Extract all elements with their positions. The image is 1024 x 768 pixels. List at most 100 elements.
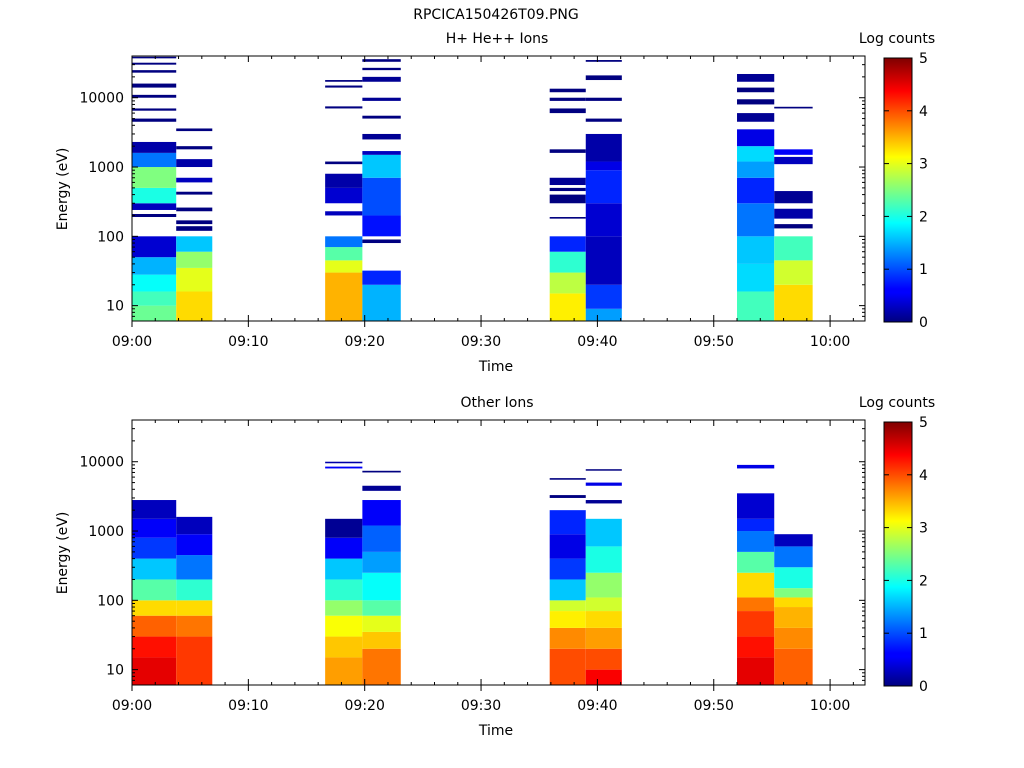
colorbar-ticks: 0 1 2 3 4 5 bbox=[884, 51, 928, 331]
heatmap-cell bbox=[774, 597, 813, 608]
heatmap-cell bbox=[325, 579, 363, 601]
heatmap-cell bbox=[737, 129, 775, 147]
colorbar-tick-label: 3 bbox=[919, 521, 928, 537]
heatmap-cell bbox=[585, 60, 622, 62]
colorbar-tick-label: 4 bbox=[919, 468, 928, 484]
heatmap-cell bbox=[585, 669, 622, 685]
heatmap-cell bbox=[585, 97, 622, 101]
heatmap-cell bbox=[549, 293, 586, 321]
heatmap-cell bbox=[132, 118, 177, 122]
plot-frame bbox=[131, 419, 866, 686]
heatmap-area bbox=[132, 56, 813, 321]
panel-title: H+ He++ Ions bbox=[446, 31, 549, 47]
y-axis: 10 100 1000 10000 bbox=[79, 55, 865, 322]
heatmap-cell bbox=[176, 516, 213, 535]
heatmap-cell bbox=[737, 263, 775, 292]
x-tick-label: 09:30 bbox=[461, 698, 501, 714]
heatmap-cell bbox=[549, 627, 586, 649]
heatmap-cell bbox=[549, 495, 586, 498]
y-axis: 10 100 1000 10000 bbox=[79, 419, 865, 686]
heatmap-cell bbox=[325, 558, 363, 580]
colorbar-tick-label: 0 bbox=[919, 679, 928, 695]
heatmap-cell bbox=[549, 611, 586, 628]
heatmap-cell bbox=[585, 611, 622, 628]
x-tick-label: 09:40 bbox=[577, 334, 617, 350]
x-tick-label: 10:00 bbox=[810, 334, 850, 350]
heatmap-cell bbox=[585, 203, 622, 237]
heatmap-cell bbox=[549, 534, 586, 559]
heatmap-cell bbox=[549, 108, 586, 114]
colorbar-label: Log counts bbox=[859, 31, 935, 47]
x-tick-label: 09:10 bbox=[228, 698, 268, 714]
heatmap-cell bbox=[325, 173, 363, 188]
heatmap-cell bbox=[132, 213, 177, 218]
heatmap-cell bbox=[774, 607, 813, 628]
heatmap-cell bbox=[132, 518, 177, 538]
x-tick-label: 09:40 bbox=[577, 698, 617, 714]
y-tick-label: 10000 bbox=[79, 91, 124, 107]
heatmap-cell bbox=[362, 59, 401, 62]
heatmap-cell bbox=[737, 531, 775, 552]
x-tick-label: 09:20 bbox=[345, 698, 385, 714]
heatmap-cell bbox=[774, 149, 813, 155]
heatmap-cell bbox=[774, 106, 813, 109]
heatmap-cell bbox=[737, 493, 775, 519]
heatmap-cell bbox=[132, 62, 177, 65]
panel-title: Other Ions bbox=[460, 395, 533, 411]
heatmap-cell bbox=[585, 308, 622, 321]
y-tick-label: 10 bbox=[106, 299, 124, 315]
heatmap-cell bbox=[774, 191, 813, 204]
heatmap-cell bbox=[737, 87, 775, 93]
heatmap-cell bbox=[774, 224, 813, 229]
heatmap-cell bbox=[132, 636, 177, 658]
heatmap-cell bbox=[737, 657, 775, 685]
heatmap-cell bbox=[585, 482, 622, 486]
heatmap-cell bbox=[585, 284, 622, 309]
heatmap-cell bbox=[774, 236, 813, 261]
heatmap-cell bbox=[737, 236, 775, 264]
heatmap-cell bbox=[176, 236, 213, 252]
colorbar-label: Log counts bbox=[859, 395, 935, 411]
heatmap-cell bbox=[132, 56, 177, 59]
heatmap-cell bbox=[176, 267, 213, 292]
heatmap-cell bbox=[132, 274, 177, 292]
y-tick-label: 100 bbox=[97, 229, 124, 245]
x-axis-label: Time bbox=[478, 359, 513, 375]
heatmap-cell bbox=[176, 600, 213, 616]
figure-title: RPCICA150426T09.PNG bbox=[413, 7, 578, 23]
heatmap-cell bbox=[176, 177, 213, 183]
heatmap-cell bbox=[132, 615, 177, 637]
heatmap-cell bbox=[549, 177, 586, 186]
heatmap-cell bbox=[176, 555, 213, 580]
heatmap-cell bbox=[362, 551, 401, 573]
heatmap-cell bbox=[176, 207, 213, 212]
heatmap-cell bbox=[362, 154, 401, 178]
heatmap-cell bbox=[585, 469, 622, 471]
heatmap-cell bbox=[774, 588, 813, 598]
heatmap-cell bbox=[325, 187, 363, 204]
heatmap-cell bbox=[176, 291, 213, 321]
heatmap-cell bbox=[176, 128, 213, 132]
heatmap-cell bbox=[737, 146, 775, 162]
heatmap-cell bbox=[132, 558, 177, 580]
x-axis: 09:00 09:10 09:20 09:30 09:40 09:50 10:00 bbox=[112, 56, 854, 350]
heatmap-cell bbox=[549, 217, 586, 219]
heatmap-cell bbox=[362, 215, 401, 237]
heatmap-cell bbox=[325, 272, 363, 321]
y-tick-label: 10 bbox=[106, 663, 124, 679]
heatmap-cell bbox=[176, 191, 213, 195]
y-tick-label: 1000 bbox=[88, 160, 124, 176]
heatmap-cell bbox=[585, 236, 622, 285]
heatmap-cell bbox=[176, 534, 213, 556]
heatmap-cell bbox=[774, 627, 813, 649]
heatmap-cell bbox=[132, 167, 177, 188]
heatmap-cell bbox=[362, 470, 401, 473]
colorbar-ticks: 0 1 2 3 4 5 bbox=[884, 415, 928, 695]
heatmap-cell bbox=[362, 97, 401, 101]
heatmap-cell bbox=[549, 236, 586, 252]
colorbar-tick-label: 2 bbox=[919, 209, 928, 225]
heatmap-cell bbox=[737, 99, 775, 105]
x-axis-label: Time bbox=[478, 723, 513, 739]
